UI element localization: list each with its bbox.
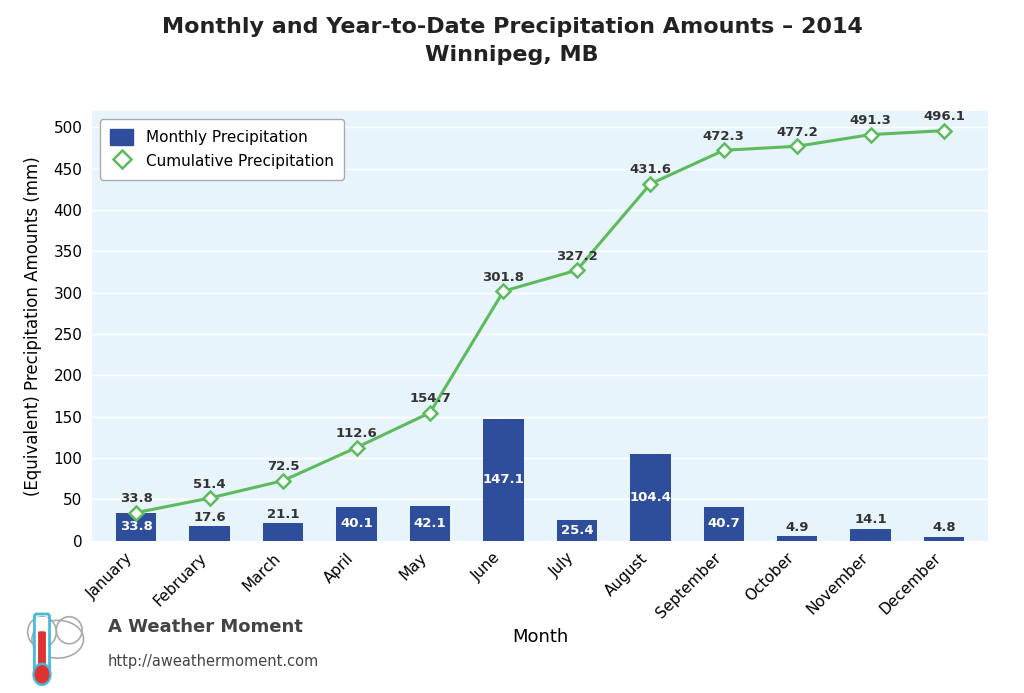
FancyBboxPatch shape [39, 632, 45, 674]
Ellipse shape [32, 620, 84, 658]
Text: 17.6: 17.6 [194, 511, 226, 523]
Y-axis label: (Equivalent) Precipitation Amounts (mm): (Equivalent) Precipitation Amounts (mm) [25, 156, 42, 495]
Text: 4.9: 4.9 [785, 521, 809, 534]
Text: 40.1: 40.1 [340, 518, 373, 530]
Text: 301.8: 301.8 [482, 271, 524, 283]
Bar [777, 536, 817, 541]
Circle shape [35, 666, 49, 683]
Text: 72.5: 72.5 [267, 460, 299, 473]
X-axis label: Month: Month [512, 628, 568, 646]
Text: 4.8: 4.8 [932, 521, 956, 534]
Text: 477.2: 477.2 [776, 126, 818, 139]
Text: 491.3: 491.3 [850, 114, 892, 127]
Text: 33.8: 33.8 [120, 492, 153, 505]
FancyBboxPatch shape [37, 617, 47, 675]
Text: 104.4: 104.4 [630, 491, 672, 504]
Text: 147.1: 147.1 [482, 473, 524, 486]
Bar [336, 507, 377, 541]
Text: 431.6: 431.6 [630, 164, 672, 177]
Text: 112.6: 112.6 [336, 427, 378, 440]
Text: 33.8: 33.8 [120, 520, 153, 533]
Bar [410, 506, 451, 541]
Bar [924, 536, 965, 541]
Text: Winnipeg, MB: Winnipeg, MB [425, 45, 599, 65]
Text: 472.3: 472.3 [702, 130, 744, 143]
Text: 40.7: 40.7 [708, 517, 740, 530]
Ellipse shape [56, 617, 82, 644]
Bar [851, 529, 891, 541]
Text: 25.4: 25.4 [560, 523, 593, 536]
Text: 154.7: 154.7 [410, 392, 451, 405]
Text: 14.1: 14.1 [854, 514, 887, 527]
Text: Monthly and Year-to-Date Precipitation Amounts – 2014: Monthly and Year-to-Date Precipitation A… [162, 17, 862, 37]
Text: http://aweathermoment.com: http://aweathermoment.com [108, 654, 318, 669]
Text: 21.1: 21.1 [267, 508, 299, 520]
Bar [483, 419, 523, 541]
Bar [116, 513, 157, 541]
Text: 51.4: 51.4 [194, 477, 226, 491]
Bar [630, 455, 671, 541]
Bar [263, 523, 303, 541]
Text: A Weather Moment: A Weather Moment [108, 618, 302, 636]
Ellipse shape [28, 617, 56, 647]
Text: 327.2: 327.2 [556, 249, 598, 263]
Circle shape [34, 664, 50, 685]
Text: 42.1: 42.1 [414, 517, 446, 529]
Text: 496.1: 496.1 [924, 110, 965, 123]
Bar [703, 507, 744, 541]
Bar [557, 520, 597, 541]
Legend: Monthly Precipitation, Cumulative Precipitation: Monthly Precipitation, Cumulative Precip… [99, 119, 344, 179]
Bar [189, 526, 229, 541]
